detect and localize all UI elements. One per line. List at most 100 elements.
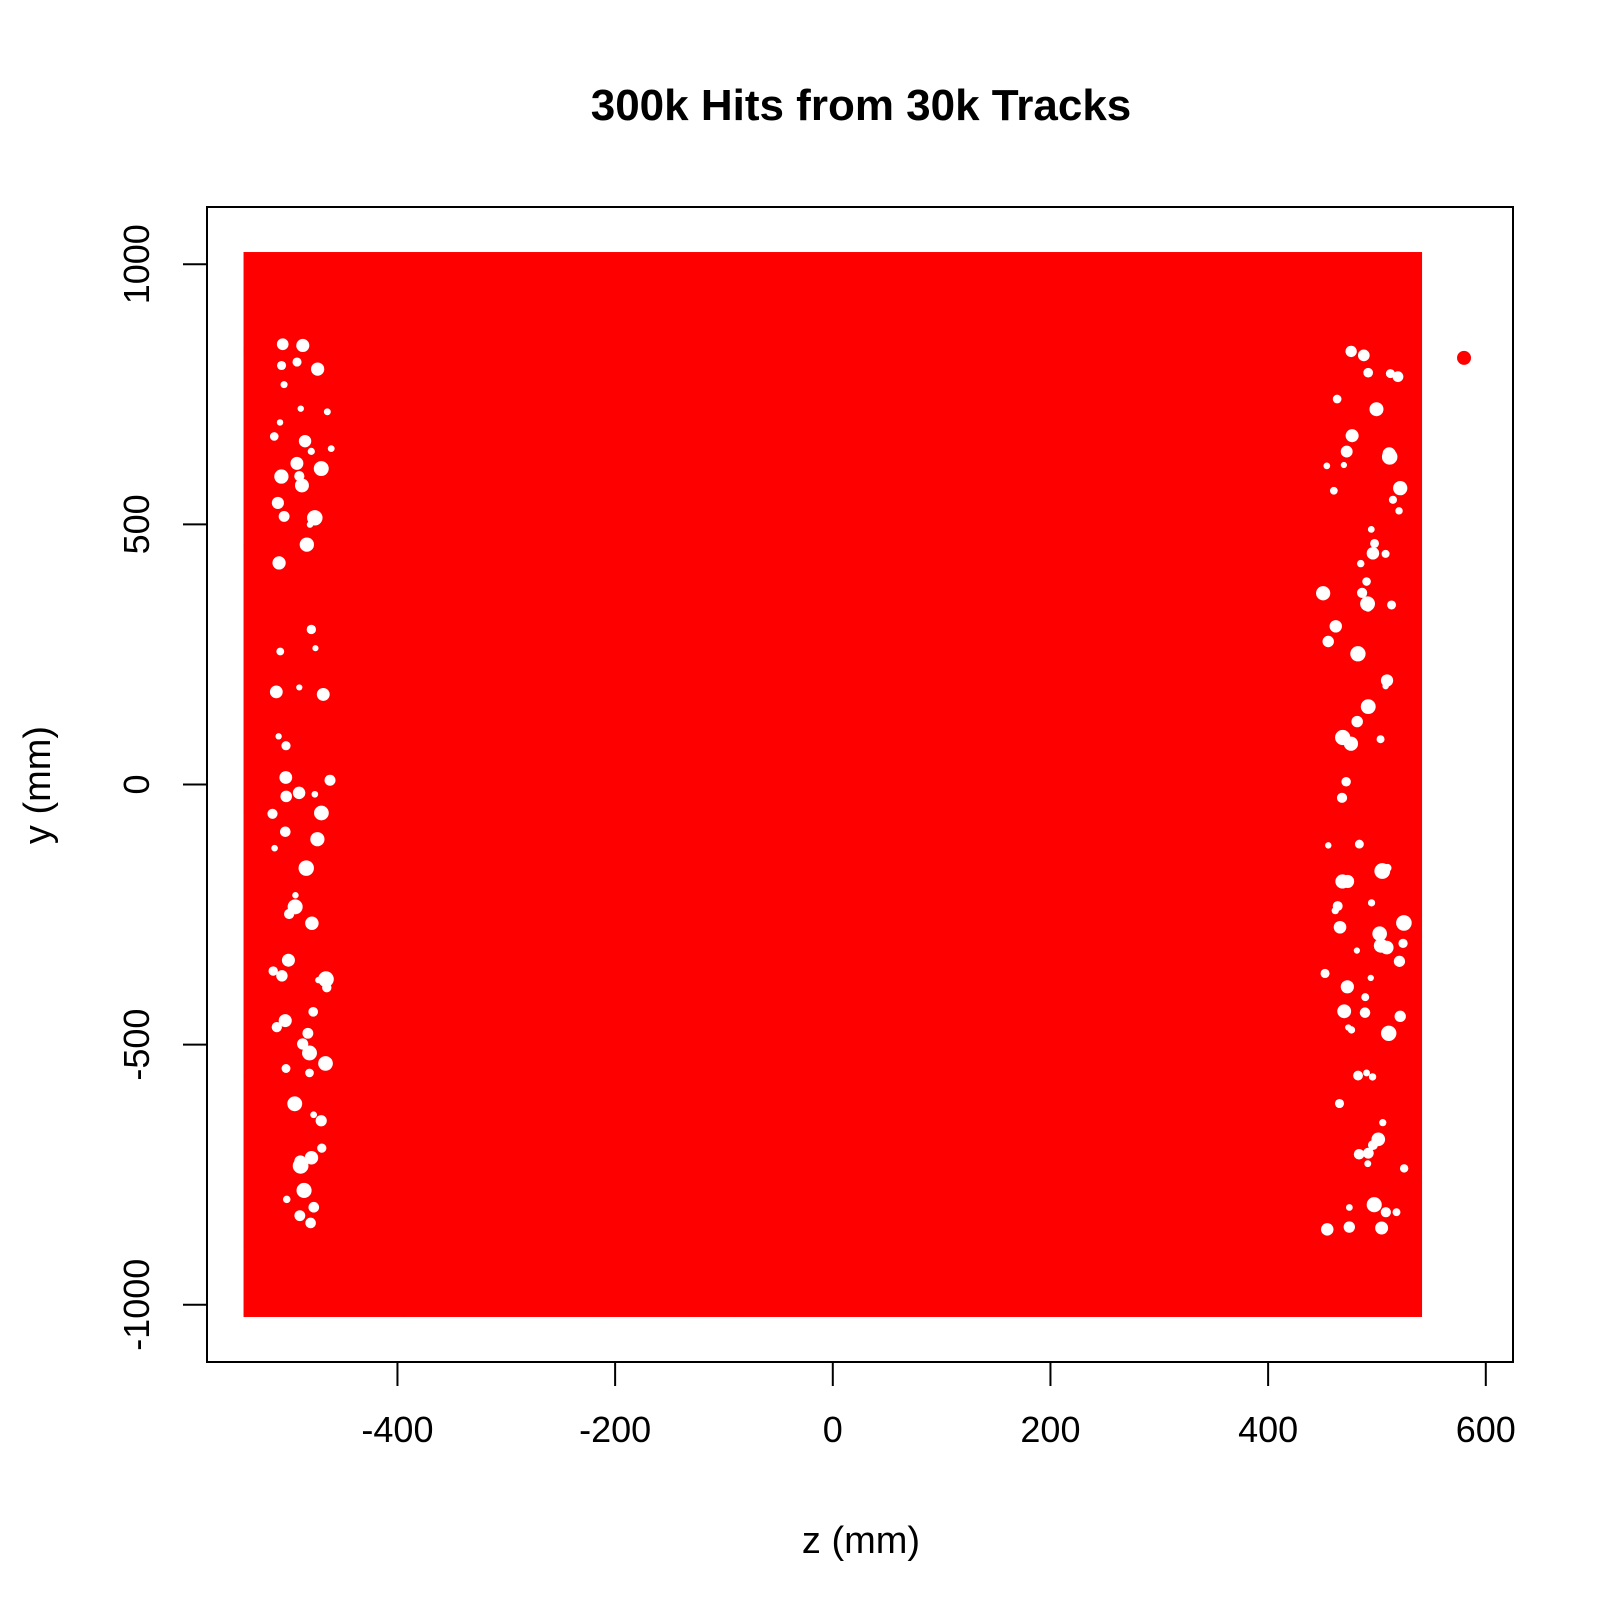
hit-point	[1338, 886, 1353, 901]
hit-point	[442, 272, 457, 287]
hit-point	[1324, 852, 1339, 867]
hit-point	[1377, 280, 1392, 295]
cloud-gap	[1367, 525, 1375, 533]
hit-point	[249, 659, 264, 674]
cloud-gap	[1376, 735, 1385, 744]
hit-point	[300, 572, 315, 587]
cloud-gap	[302, 1027, 314, 1039]
hit-point	[1374, 1007, 1389, 1022]
cloud-gap	[310, 832, 325, 847]
hit-point	[332, 1188, 347, 1203]
cloud-gap	[1345, 1204, 1353, 1211]
cloud-gap	[1357, 587, 1368, 598]
hit-point	[1395, 555, 1410, 570]
hit-point	[1308, 704, 1323, 719]
cloud-gap	[1340, 980, 1354, 994]
hit-point	[311, 1287, 326, 1302]
hit-point	[276, 663, 291, 678]
hit-point	[326, 804, 341, 819]
hit-point	[1380, 650, 1395, 665]
hit-point	[575, 276, 590, 291]
cloud-gap	[276, 419, 284, 426]
hit-point	[681, 255, 696, 270]
hit-point	[302, 797, 317, 812]
hit-point	[307, 957, 322, 972]
hit-point	[281, 630, 296, 645]
cloud-gap	[281, 953, 295, 967]
hit-point	[604, 260, 619, 275]
hit-point	[245, 1115, 260, 1130]
y-tick-label: 500	[116, 494, 157, 554]
hit-point	[1343, 603, 1358, 618]
hit-point	[1386, 349, 1401, 364]
hit-point	[306, 1239, 321, 1254]
hit-point	[1323, 335, 1338, 350]
cloud-gap	[1362, 1147, 1374, 1159]
hit-point	[1387, 822, 1402, 837]
hit-point	[1314, 903, 1329, 918]
hit-point	[296, 742, 311, 757]
hit-point	[1318, 733, 1333, 748]
hit-point	[332, 635, 347, 650]
hit-point	[323, 540, 338, 555]
hit-point	[926, 274, 941, 289]
cloud-gap	[294, 478, 309, 493]
hit-point	[645, 1293, 660, 1308]
hit-point	[1317, 602, 1332, 617]
hit-point	[812, 1274, 827, 1289]
hit-point	[860, 252, 875, 267]
hit-point	[1341, 1206, 1356, 1221]
hit-point	[1297, 741, 1312, 756]
cloud-gap	[1335, 729, 1351, 746]
hit-point	[292, 692, 307, 707]
hit-point	[384, 1290, 399, 1305]
cloud-gap	[271, 1021, 282, 1033]
hit-point	[1402, 284, 1417, 299]
hit-point	[1388, 727, 1403, 742]
hit-point	[1396, 1186, 1411, 1201]
cloud-gap	[1332, 394, 1342, 404]
hit-point	[327, 450, 342, 465]
hit-point	[247, 735, 262, 750]
hit-point	[1107, 282, 1122, 297]
hit-point	[1327, 647, 1342, 662]
cloud-gap	[271, 844, 278, 852]
hit-point	[423, 262, 438, 277]
cloud-gap	[1340, 461, 1348, 469]
hit-point	[1121, 257, 1136, 272]
cloud-gap	[1351, 715, 1363, 728]
cloud-gap	[1392, 1208, 1401, 1217]
hit-point	[1346, 759, 1361, 774]
hit-point	[331, 253, 346, 268]
hit-point	[316, 270, 331, 285]
hit-point	[267, 318, 282, 333]
hit-point	[984, 258, 999, 273]
hit-point	[274, 921, 289, 936]
hit-point	[246, 320, 261, 335]
hit-point	[315, 1263, 330, 1278]
hit-point	[1316, 1119, 1331, 1134]
hit-point	[243, 804, 258, 819]
hit-point	[1330, 578, 1345, 593]
hit-point	[455, 1275, 470, 1290]
hit-point	[1334, 1264, 1349, 1279]
hit-point	[702, 279, 717, 294]
hit-point	[251, 594, 266, 609]
hit-point	[284, 379, 299, 394]
hit-point	[295, 494, 310, 509]
hit-point	[254, 513, 269, 528]
hit-point	[988, 1295, 1003, 1310]
hit-point	[260, 1231, 275, 1246]
hit-point	[258, 788, 273, 803]
hit-point	[481, 274, 496, 289]
hit-point	[321, 344, 336, 359]
hit-point	[1329, 1045, 1344, 1060]
hit-point	[1306, 565, 1321, 580]
hit-point	[1390, 545, 1405, 560]
hit-point	[1402, 571, 1417, 586]
hit-point	[400, 258, 415, 273]
hit-point	[1247, 256, 1262, 271]
cloud-gap	[1363, 367, 1374, 378]
cloud-gap	[276, 338, 289, 351]
hit-point	[1190, 254, 1205, 269]
